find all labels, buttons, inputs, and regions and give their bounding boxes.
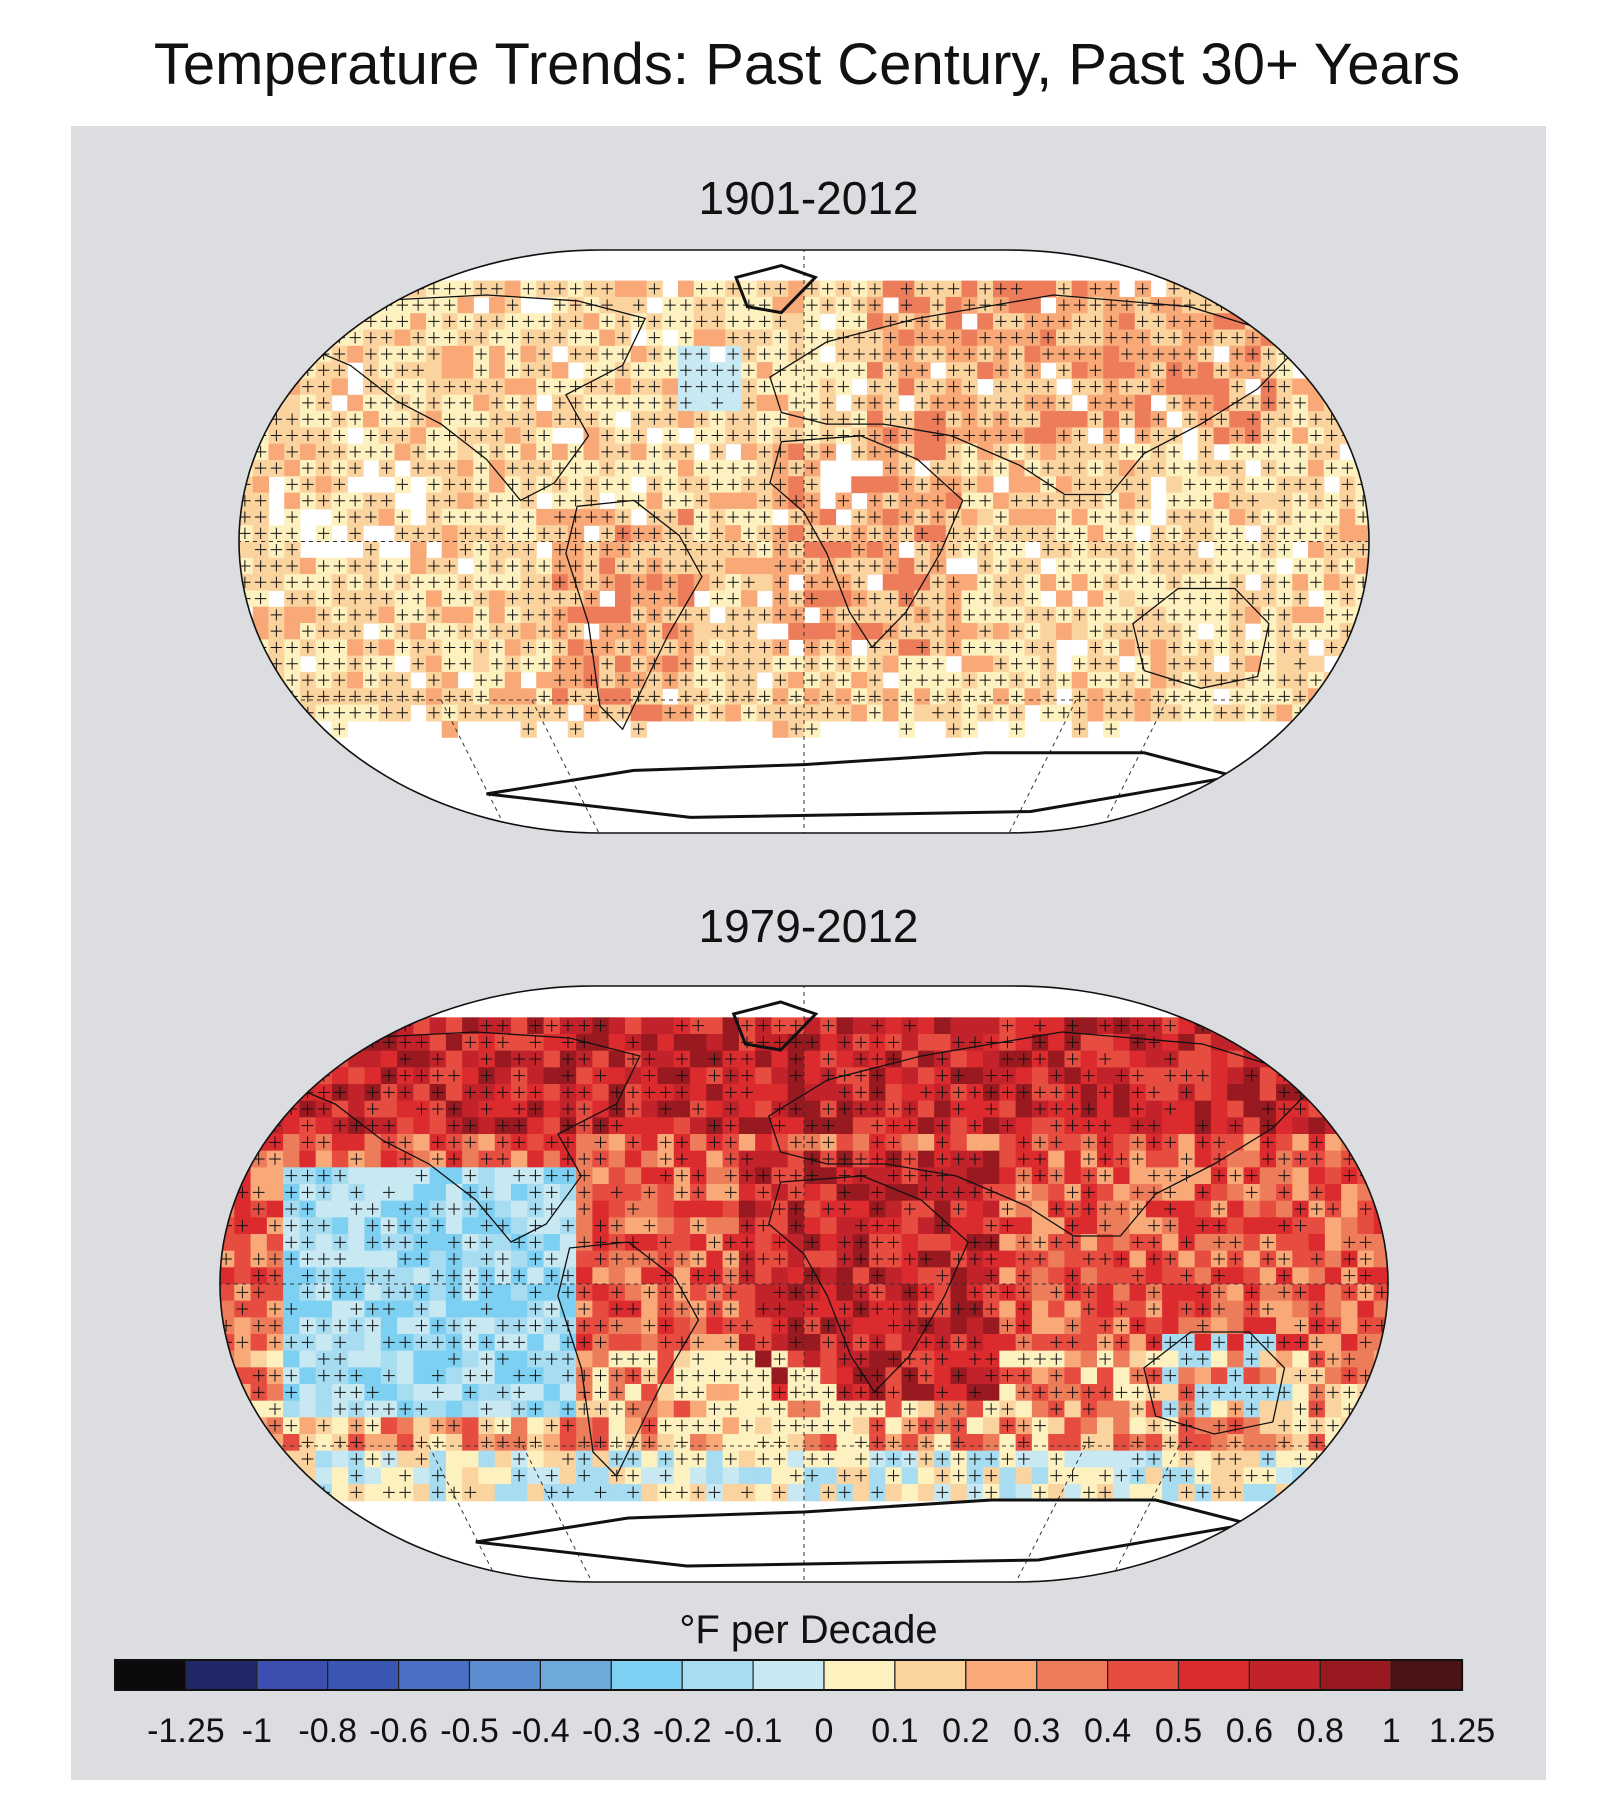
map-outline — [238, 249, 1370, 834]
map-1979-2012 — [219, 985, 1389, 1583]
colorbar-bin — [114, 1659, 187, 1691]
colorbar-bin — [752, 1659, 825, 1691]
colorbar-bin — [1106, 1659, 1180, 1691]
colorbar-tick-label: -0.6 — [369, 1712, 428, 1750]
colorbar-title: °F per Decade — [679, 1608, 938, 1652]
colorbar-tick-label: -0.3 — [582, 1712, 641, 1750]
colorbar-tick-label: -1.25 — [147, 1712, 225, 1750]
colorbar-bin — [539, 1659, 612, 1691]
colorbar-bin — [823, 1659, 896, 1691]
coastlines — [275, 1000, 1321, 1568]
map-title-1979-2012: 1979-2012 — [698, 900, 919, 952]
colorbar-bin — [1319, 1659, 1392, 1691]
colorbar-bin — [327, 1659, 400, 1691]
colorbar: -1.25 -1 -0.8 -0.6 -0.5 -0.4 -0.3 -0.2 -0.1 0 0.1 0… — [114, 1659, 1495, 1750]
colorbar-tick-label: 0.2 — [942, 1712, 989, 1750]
colorbar-tick-label: -0.1 — [724, 1712, 783, 1750]
colorbar-bin — [256, 1659, 329, 1691]
colorbar-tick-label: 0.1 — [871, 1712, 918, 1750]
colorbar-tick-label: 1 — [1382, 1712, 1401, 1750]
colorbar-bin — [185, 1659, 258, 1691]
colorbar-tick-label: -0.8 — [298, 1712, 357, 1750]
colorbar-tick-label: 0.5 — [1155, 1712, 1202, 1750]
figure-panel: 1901-2012 1979-2012 °F per Decade -1.25-… — [71, 126, 1546, 1780]
map-1901-2012 — [238, 249, 1370, 834]
colorbar-tick-label: 0 — [815, 1712, 834, 1750]
colorbar-bin — [610, 1659, 683, 1691]
colorbar-tick-label: 0.8 — [1297, 1712, 1344, 1750]
colorbar-tick-label: 0.4 — [1084, 1712, 1131, 1750]
colorbar-tick-label: 1.25 — [1429, 1712, 1495, 1750]
colorbar-bin — [1177, 1659, 1251, 1691]
colorbar-tick-label: -0.2 — [653, 1712, 712, 1750]
graticule — [220, 986, 1388, 1582]
colorbar-bin — [468, 1659, 542, 1691]
colorbar-bin — [965, 1659, 1038, 1691]
colorbar-bin — [894, 1659, 967, 1691]
colorbar-tick-label: 0.3 — [1013, 1712, 1060, 1750]
map-title-1901-2012: 1901-2012 — [698, 172, 919, 224]
coastlines — [292, 264, 1305, 819]
figure-title: Temperature Trends: Past Century, Past 3… — [153, 32, 1461, 97]
colorbar-bin — [1248, 1659, 1321, 1691]
colorbar-tick-label: 0.6 — [1226, 1712, 1273, 1750]
trend-grid — [220, 1017, 1388, 1502]
colorbar-tick-label: -0.4 — [511, 1712, 570, 1750]
colorbar-bin — [1390, 1659, 1463, 1691]
colorbar-bin — [1036, 1659, 1109, 1691]
map-outline — [219, 985, 1389, 1583]
graticule — [239, 250, 1369, 833]
colorbar-bin — [398, 1659, 471, 1691]
colorbar-tick-label: -0.5 — [440, 1712, 499, 1750]
colorbar-tick-label: -1 — [242, 1712, 272, 1750]
colorbar-bin — [681, 1659, 754, 1691]
